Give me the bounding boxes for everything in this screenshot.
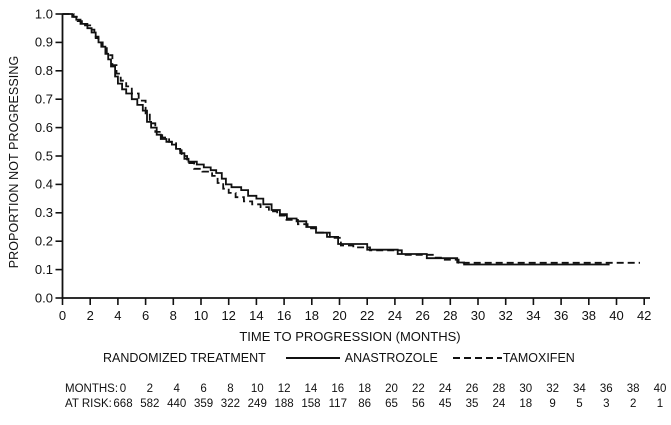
series-line-tamoxifen: [62, 13, 640, 264]
y-tick-label: 0.7: [35, 92, 53, 107]
legend-solid-line-icon: [285, 357, 340, 359]
legend-title: RANDOMIZED TREATMENT: [103, 351, 266, 365]
months-value: 0: [119, 383, 127, 395]
months-value: 18: [358, 383, 372, 395]
axis-lines: [61, 14, 650, 299]
at-risk-value: 359: [193, 398, 214, 410]
at-risk-value: 188: [274, 398, 294, 410]
x-tick-label: 40: [609, 308, 623, 323]
at-risk-value: 249: [247, 398, 267, 410]
y-tick-label: 0.8: [35, 63, 53, 78]
x-tick-label: 8: [170, 308, 177, 323]
x-tick-label: 42: [637, 308, 651, 323]
x-tick-label: 2: [87, 308, 94, 323]
x-tick-label: 32: [498, 308, 512, 323]
legend-entry-anastrozole: ANASTROZOLE: [344, 351, 438, 365]
plot-area: 1.00.90.80.70.60.50.40.30.20.10.00 2 4 6 8 10…: [35, 6, 652, 323]
x-tick-label: 24: [388, 308, 402, 323]
months-value: 28: [492, 383, 506, 395]
x-tick-label: 18: [305, 308, 319, 323]
at-risk-value: 1: [656, 398, 664, 410]
at-risk-value: 3: [603, 398, 610, 410]
x-tick-label: 34: [526, 308, 540, 323]
months-value: 6: [200, 383, 207, 395]
at-risk-value: 117: [328, 398, 347, 410]
months-value: 12: [277, 383, 291, 395]
x-tick-label: 28: [443, 308, 457, 323]
at-risk-value: 440: [167, 398, 187, 410]
x-tick-label: 14: [249, 308, 263, 323]
months-value: 38: [626, 383, 640, 395]
months-value: 26: [465, 383, 479, 395]
legend-entry-tamoxifen: TAMOXIFEN: [502, 351, 575, 365]
at-risk-value: 2: [629, 398, 637, 410]
months-value: 24: [438, 383, 452, 395]
months-value: 20: [385, 383, 398, 395]
months-value: 14: [304, 383, 318, 395]
x-tick-label: 26: [415, 308, 429, 323]
x-tick-label: 12: [221, 308, 235, 323]
at-risk-row-label: AT RISK:: [65, 398, 112, 410]
x-tick-label: 20: [332, 308, 346, 323]
y-tick-label: 0.4: [35, 177, 53, 192]
y-tick-label: 0.3: [35, 205, 53, 220]
series-line-anastrozole: [62, 13, 610, 266]
x-tick-label: 16: [277, 308, 291, 323]
months-value: 40: [653, 383, 667, 395]
x-tick-label: 4: [114, 308, 121, 323]
x-tick-label: 10: [194, 308, 208, 323]
at-risk-value: 322: [220, 398, 240, 410]
at-risk-value: 158: [301, 398, 321, 410]
x-axis-title: TIME TO PROGRESSION (MONTHS): [239, 329, 461, 344]
y-axis-title: PROPORTION NOT PROGRESSING: [7, 55, 21, 269]
x-tick-label: 6: [142, 308, 149, 323]
legend: RANDOMIZED TREATMENT ANASTROZOLE TAMOXIF…: [103, 350, 575, 366]
at-risk-value: 5: [576, 398, 583, 410]
y-tick-label: 0.2: [35, 234, 53, 249]
at-risk-value: 24: [492, 398, 506, 410]
x-tick-label: 38: [582, 308, 596, 323]
months-value: 10: [250, 383, 264, 395]
y-tick-label: 0.6: [35, 120, 53, 135]
at-risk-value: 35: [465, 398, 479, 410]
at-risk-value: 9: [549, 398, 556, 410]
months-value: 30: [519, 383, 533, 395]
at-risk-value: 18: [519, 398, 533, 410]
x-tick-label: 36: [554, 308, 568, 323]
at-risk-value: 582: [140, 398, 160, 410]
at-risk-value: 56: [411, 398, 425, 410]
at-risk-value: 65: [385, 398, 398, 410]
at-risk-counts-row: AT RISK: 668 582 440 359 322 249 188 158 117 86 65…: [0, 398, 671, 412]
months-value: 16: [331, 383, 345, 395]
y-tick-label: 0.1: [35, 262, 53, 277]
months-value: 8: [227, 383, 234, 395]
at-risk-value: 45: [438, 398, 452, 410]
y-tick-label: 0.9: [35, 35, 53, 50]
at-risk-value: 86: [358, 398, 372, 410]
months-value: 4: [173, 383, 180, 395]
y-tick-label: 1.0: [35, 6, 53, 21]
x-tick-label: 22: [360, 308, 374, 323]
at-risk-value: 668: [113, 398, 133, 410]
x-tick-label: 0: [59, 308, 66, 323]
legend-dashed-line-icon: [452, 357, 502, 359]
months-value: 34: [573, 383, 586, 395]
y-tick-label: 0.0: [35, 290, 53, 305]
months-value: 22: [411, 383, 425, 395]
y-tick-label: 0.5: [35, 148, 53, 163]
months-value: 32: [546, 383, 559, 395]
x-tick-label: 30: [471, 308, 485, 323]
months-row-label: MONTHS:: [65, 383, 119, 395]
months-value: 36: [599, 383, 613, 395]
at-risk-months-row: MONTHS: 0 2 4 6 8 10 12 14 16 18 20 22 24 26 28 30 32 34 3…: [0, 383, 671, 397]
months-value: 2: [146, 383, 154, 395]
